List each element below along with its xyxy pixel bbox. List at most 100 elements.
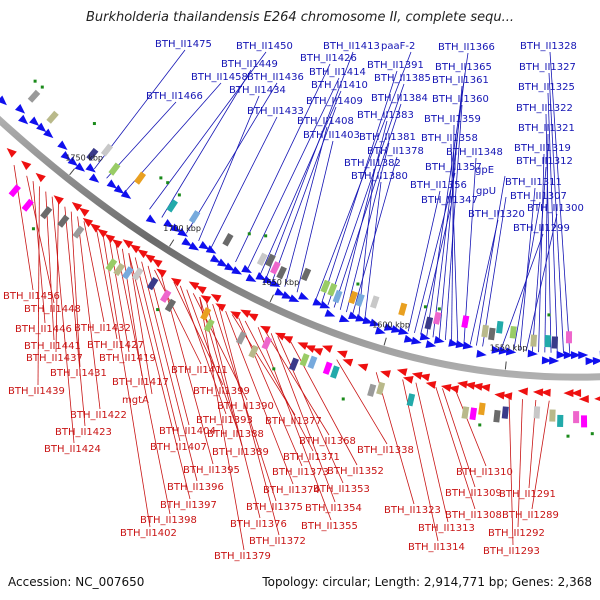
reverse-gene-mark	[90, 223, 101, 233]
reverse-gene-mark	[274, 332, 286, 341]
reverse-gene-label: BTH_II1310	[456, 467, 513, 478]
forward-gene-mark	[411, 336, 422, 345]
topology-text: Topology: circular; Length: 2,914,771 bp…	[262, 575, 592, 589]
rna-mark	[423, 305, 427, 309]
reverse-gene-mark	[419, 373, 431, 382]
category-block	[398, 302, 408, 316]
forward-gene-mark	[224, 262, 235, 271]
reverse-gene-mark	[104, 234, 116, 244]
reverse-leader-line	[37, 186, 40, 386]
reverse-gene-mark	[304, 345, 316, 353]
rna-mark	[478, 423, 482, 427]
forward-gene-mark	[188, 241, 200, 251]
reverse-leader-line	[199, 296, 243, 447]
forward-leader-line	[210, 116, 278, 249]
category-block	[248, 344, 259, 359]
forward-leader-line	[327, 83, 405, 306]
forward-leader-line	[469, 219, 499, 345]
category-block	[551, 336, 559, 349]
category-block	[270, 261, 281, 275]
forward-leader-line	[407, 190, 441, 332]
reverse-gene-mark	[282, 336, 294, 344]
reverse-gene-label: BTH_II1432	[74, 323, 131, 334]
category-block	[469, 407, 478, 421]
category-block	[265, 253, 276, 268]
forward-gene-mark	[181, 237, 192, 247]
reverse-gene-mark	[71, 202, 83, 212]
reverse-gene-mark	[200, 295, 212, 304]
reverse-gene-label: BTH_II1446	[15, 324, 72, 335]
reverse-gene-label: BTH_II1448	[24, 304, 81, 315]
forward-gene-label: BTH_II1307	[510, 191, 567, 202]
gene-labels: BTH_II1475 BTH_II1450 BTH_II1449 BTH_II1458…	[3, 39, 584, 562]
forward-gene-label: BTH_II1410	[311, 80, 368, 91]
rna-mark	[264, 234, 268, 238]
accession-text: Accession: NC_007650	[8, 575, 145, 589]
forward-gene-mark	[425, 340, 437, 348]
forward-gene-mark	[571, 351, 582, 360]
reverse-gene-mark	[342, 358, 354, 367]
reverse-gene-mark	[144, 254, 156, 263]
forward-leader-line	[333, 103, 402, 308]
category-block	[493, 409, 501, 423]
forward-leader-line	[451, 124, 455, 342]
gene-features	[0, 79, 600, 438]
forward-gene-mark	[217, 258, 228, 267]
reverse-gene-mark	[170, 277, 182, 287]
rna-mark	[33, 79, 37, 83]
category-block	[481, 324, 489, 338]
forward-gene-label: BTH_II1466	[146, 91, 203, 102]
reverse-gene-label: BTH_II1374	[263, 485, 320, 496]
category-block	[549, 409, 556, 422]
kbp-tick-mark	[269, 294, 274, 303]
category-block	[376, 381, 386, 395]
forward-gene-mark	[274, 287, 286, 296]
reverse-gene-mark	[321, 345, 333, 353]
category-block	[276, 265, 287, 280]
forward-gene-label: BTH_II1358	[421, 133, 478, 144]
forward-leader-line	[420, 205, 452, 335]
reverse-gene-label: BTH_II1292	[488, 528, 545, 539]
forward-leader-line	[432, 72, 466, 338]
category-block	[8, 184, 21, 198]
reverse-gene-label: BTH_II1388	[207, 429, 264, 440]
forward-leader-line	[161, 69, 252, 218]
forward-gene-label: BTH_II1450	[236, 41, 293, 52]
reverse-gene-mark	[380, 370, 391, 378]
forward-gene-mark	[74, 162, 86, 172]
forward-leader-line	[482, 196, 507, 347]
reverse-leader-line	[435, 386, 476, 510]
reverse-gene-mark	[411, 371, 423, 380]
kbp-tick-mark	[383, 337, 387, 346]
forward-leader-line	[549, 51, 571, 354]
reverse-gene-mark	[578, 395, 589, 404]
forward-leader-line	[538, 153, 545, 353]
forward-gene-label: BTH_II1320	[468, 209, 525, 220]
forward-leader-line	[259, 90, 342, 276]
forward-gene-label: BTH_II1433	[247, 106, 304, 117]
reverse-gene-label: BTH_II1314	[408, 542, 465, 553]
reverse-gene-label: BTH_II1313	[418, 523, 475, 534]
forward-gene-label: BTH_II1378	[367, 146, 424, 157]
forward-gene-mark	[383, 323, 395, 331]
category-block	[299, 353, 310, 367]
reverse-gene-mark	[312, 348, 324, 356]
reverse-leader-line	[102, 235, 151, 528]
category-block	[330, 365, 340, 379]
forward-gene-mark	[541, 356, 552, 365]
category-block	[327, 282, 338, 297]
category-block	[27, 89, 41, 103]
forward-gene-mark	[67, 156, 78, 167]
forward-gene-mark	[563, 351, 574, 360]
reverse-leader-line	[264, 330, 330, 436]
category-block	[322, 361, 333, 375]
reverse-gene-mark	[6, 148, 17, 158]
forward-gene-mark	[390, 325, 402, 333]
forward-gene-label: BTH_II1311	[505, 177, 562, 188]
category-block	[72, 225, 85, 239]
forward-gene-mark	[549, 356, 560, 365]
reverse-gene-label: BTH_II1402	[120, 528, 177, 539]
reverse-gene-label: BTH_II1389	[212, 447, 269, 458]
reverse-gene-label: BTH_II1352	[327, 466, 384, 477]
